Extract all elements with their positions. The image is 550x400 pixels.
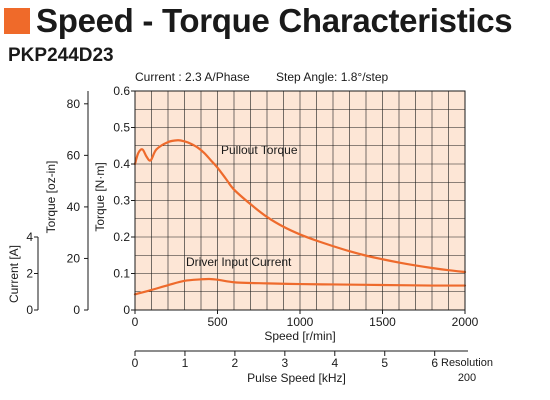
current-tick-label: 4 (26, 230, 33, 244)
pulse-speed-axis-label: Pulse Speed [kHz] (247, 371, 346, 385)
current-tick-label: 2 (26, 267, 33, 281)
step-angle-annotation: Step Angle: 1.8°/step (276, 70, 389, 84)
pulse-speed-tick-label: 4 (331, 356, 338, 370)
model-number: PKP244D23 (8, 45, 114, 66)
x-tick-label: 0 (132, 315, 139, 329)
pulse-speed-tick-label: 2 (232, 356, 239, 370)
driver-input-current-label: Driver Input Current (186, 255, 292, 269)
torque-ozin-tick-label: 80 (67, 97, 81, 111)
pulse-speed-tick-label: 0 (132, 356, 139, 370)
driver-input-current-curve (133, 277, 467, 296)
x-tick-label: 1000 (287, 315, 314, 329)
torque-ozin-tick-label: 20 (67, 251, 81, 265)
title-square-mark (4, 8, 30, 34)
resolution-value: 200 (458, 372, 476, 384)
title-text: Speed - Torque Characteristics (36, 2, 513, 39)
pullout-torque-curve (133, 139, 467, 274)
curves (133, 139, 467, 296)
axes (34, 90, 468, 356)
y-tick-label: 0.5 (113, 121, 130, 135)
x-tick-label: 500 (207, 315, 227, 329)
y-tick-label: 0.2 (113, 230, 130, 244)
grid-lines (135, 91, 465, 310)
torque-ozin-tick-label: 0 (73, 303, 80, 317)
pulse-speed-tick-label: 3 (281, 356, 288, 370)
x-axis-label: Speed [r/min] (264, 329, 335, 343)
page-title: Speed - Torque Characteristics (4, 2, 513, 40)
resolution-label: Resolution (441, 357, 493, 369)
torque-ozin-tick-label: 60 (67, 148, 81, 162)
y-tick-label: 0 (123, 303, 130, 317)
pulse-speed-tick-label: 1 (182, 356, 189, 370)
current-axis-label: Current [A] (7, 245, 21, 303)
current-annotation: Current : 2.3 A/Phase (135, 70, 250, 84)
y-tick-label: 0.6 (113, 84, 130, 98)
pulse-speed-tick-label: 6 (431, 356, 438, 370)
y-axis-label: Torque [N·m] (93, 162, 107, 231)
y-tick-label: 0.1 (113, 267, 130, 281)
torque-ozin-tick-label: 40 (67, 200, 81, 214)
pullout-torque-label: Pullout Torque (221, 143, 298, 157)
x-tick-label: 2000 (452, 315, 479, 329)
x-tick-label: 1500 (369, 315, 396, 329)
y-tick-label: 0.4 (113, 157, 130, 171)
y-tick-label: 0.3 (113, 194, 130, 208)
pulse-speed-tick-label: 5 (381, 356, 388, 370)
torque-ozin-axis-label: Torque [oz-in] (44, 161, 58, 234)
current-tick-label: 0 (26, 303, 33, 317)
